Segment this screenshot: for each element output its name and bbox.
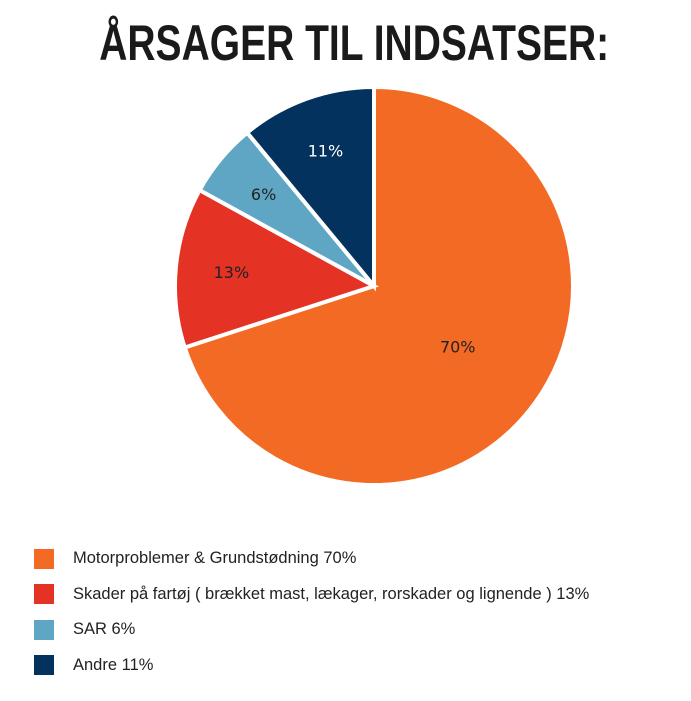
slice-label-skader: 13% (214, 263, 250, 282)
legend-swatch-sar (34, 619, 54, 640)
legend-label-andre: Andre 11% (73, 655, 154, 674)
legend-swatch-skader (34, 584, 54, 605)
chart-title: ÅRSAGER TIL INDSATSER: (99, 15, 610, 71)
legend-label-sar: SAR 6% (73, 620, 136, 639)
legend-item-motor: Motorproblemer & Grundstødning 70% (34, 541, 684, 577)
pie-slice-andre (244, 84, 376, 292)
slice-label-andre: 11% (308, 142, 344, 161)
legend-item-sar: SAR 6% (34, 612, 684, 648)
legend-item-skader: Skader på fartøj ( brækket mast, lækager… (34, 577, 684, 613)
legend-label-motor: Motorproblemer & Grundstødning 70% (73, 549, 357, 568)
legend-swatch-motor (34, 548, 54, 569)
pie-slice-motor (182, 84, 575, 487)
slice-label-motor: 70% (440, 337, 476, 356)
legend-label-skader: Skader på fartøj ( brækket mast, lækager… (73, 584, 590, 603)
legend-item-andre: Andre 11% (34, 648, 684, 684)
slice-label-sar: 6% (251, 185, 276, 204)
legend: Motorproblemer & Grundstødning 70% Skade… (34, 541, 684, 683)
pie-slice-skader (173, 187, 380, 351)
legend-swatch-andre (34, 655, 54, 676)
